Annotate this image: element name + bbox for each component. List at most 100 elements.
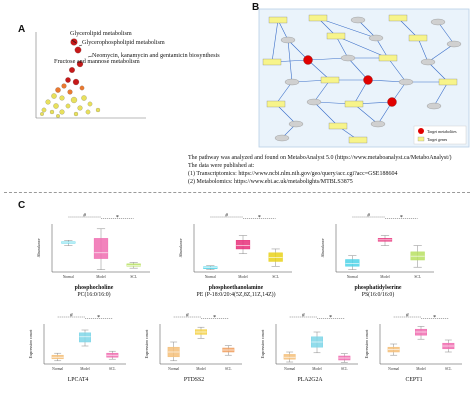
- plot-title: LPCAT4: [16, 377, 140, 384]
- boxplot-3: Expression count Normal Model SCL # *: [28, 312, 126, 371]
- panel-a-scatter: [35, 32, 146, 119]
- pathway-dot: [76, 60, 84, 68]
- annotation-neomycin: Neomycin, kanamycin and gentamicin biosy…: [92, 52, 220, 59]
- group-label: SCL: [414, 275, 421, 279]
- network-edge: [313, 79, 331, 103]
- pathway-dot: [59, 109, 65, 115]
- y-axis-label: Abundance: [36, 238, 41, 257]
- target-gene-node: [348, 136, 368, 144]
- group-label: Normal: [388, 367, 399, 371]
- panel-b-network: Target metabolites Target genes: [258, 8, 470, 148]
- box-normal: [387, 343, 400, 356]
- annotation-fructose: Fructose and mannose metabolism: [54, 58, 140, 65]
- significance-star: *: [97, 315, 100, 321]
- significance-hash: #: [225, 212, 228, 218]
- boxplot-5: Expression count Normal Model SCL # *: [260, 312, 358, 371]
- target-gene-node: [388, 14, 408, 22]
- significance-star: *: [258, 215, 261, 221]
- box-normal: [167, 341, 180, 362]
- plot-title-main: phosphatidylserine: [354, 285, 402, 291]
- group-label: SCL: [272, 275, 279, 279]
- pathway-dot: [95, 107, 101, 113]
- pathway-dot: [73, 111, 79, 117]
- network-node: [430, 18, 446, 26]
- network-node: [426, 102, 442, 110]
- significance-star: *: [400, 215, 403, 221]
- target-gene-node: [326, 32, 346, 40]
- significance-star: *: [213, 315, 216, 321]
- pathway-dot: [79, 85, 85, 91]
- plot-title: phosphocholine PC(16:0/16:0): [24, 285, 164, 299]
- plot-title-main: CEPT1: [405, 377, 423, 383]
- network-node: [420, 58, 436, 66]
- pathway-dot: [72, 78, 80, 86]
- group-label: SCL: [225, 367, 232, 371]
- box-normal: [345, 255, 360, 270]
- pathway-dot: [61, 83, 67, 89]
- box-scl: [126, 262, 141, 269]
- boxplot-0: Abundance Normal Model SCL # *: [36, 212, 150, 279]
- note-metabolomics: (2) Metabolomics: https://www.ebi.ac.uk/…: [188, 179, 353, 185]
- network-edge: [397, 17, 419, 39]
- target-gene-node: [378, 54, 398, 62]
- plot-title-main: PTDSS2: [183, 377, 205, 383]
- network-edge: [287, 39, 293, 83]
- note-published: The data were published at:: [188, 163, 255, 169]
- pathway-dot: [55, 87, 61, 93]
- plot-title-main: phosphoethanolamine: [208, 285, 264, 291]
- pathway-dot: [87, 101, 93, 107]
- group-label: Model: [80, 367, 89, 371]
- box-normal: [203, 265, 218, 270]
- target-gene-node: [344, 100, 364, 108]
- target-gene-node: [268, 16, 288, 24]
- pathway-dot: [70, 96, 78, 104]
- annotation-glycerophospholipid: Glycerophospholipid metabolism: [82, 39, 165, 46]
- annotation-glycerolipid: Glycerolipid metabolism: [70, 30, 132, 37]
- network-edge: [277, 19, 289, 41]
- y-axis-label: Expression count: [144, 329, 149, 359]
- y-axis-label: Abundance: [320, 238, 325, 257]
- significance-star: *: [116, 215, 119, 221]
- plot-title-main: phosphocholine: [74, 285, 114, 291]
- network-edge: [335, 35, 389, 59]
- legend-gene-marker: [417, 136, 425, 142]
- group-label: Model: [416, 367, 425, 371]
- network-node: [306, 98, 322, 106]
- box-model: [415, 326, 427, 340]
- pathway-dot: [85, 109, 91, 115]
- network-node: [370, 120, 386, 128]
- pathway-dot: [65, 103, 71, 109]
- significance-star: *: [433, 315, 436, 321]
- note-pathway: The pathway was analyzed and found on Me…: [188, 155, 452, 161]
- significance-star: *: [329, 315, 332, 321]
- box-normal: [61, 240, 76, 246]
- group-label: Normal: [52, 367, 63, 371]
- box-scl: [222, 345, 235, 356]
- box-model: [195, 326, 207, 339]
- pathway-dot: [81, 95, 87, 101]
- pathway-dot: [53, 103, 59, 109]
- network-node: [274, 134, 290, 142]
- target-gene-node: [328, 122, 348, 130]
- network-edge: [357, 19, 377, 39]
- significance-hash: #: [406, 312, 409, 318]
- target-gene-node: [308, 14, 328, 22]
- pathway-dot: [51, 93, 57, 99]
- network-node: [350, 16, 366, 24]
- box-normal: [51, 352, 64, 362]
- pathway-dot: [56, 114, 60, 118]
- box-model: [311, 331, 323, 354]
- significance-hash: #: [83, 212, 86, 218]
- pathway-dot: [40, 112, 44, 116]
- network-edge: [433, 81, 449, 107]
- pathway-dot: [77, 105, 83, 111]
- network-edge: [417, 37, 429, 63]
- box-scl: [268, 248, 283, 267]
- network-edge: [335, 35, 349, 59]
- significance-hash: #: [70, 312, 73, 318]
- box-model: [93, 228, 109, 270]
- pathway-dot: [67, 89, 73, 95]
- group-label: Model: [238, 275, 247, 279]
- network-edge: [307, 59, 331, 81]
- target-gene-node: [408, 34, 428, 42]
